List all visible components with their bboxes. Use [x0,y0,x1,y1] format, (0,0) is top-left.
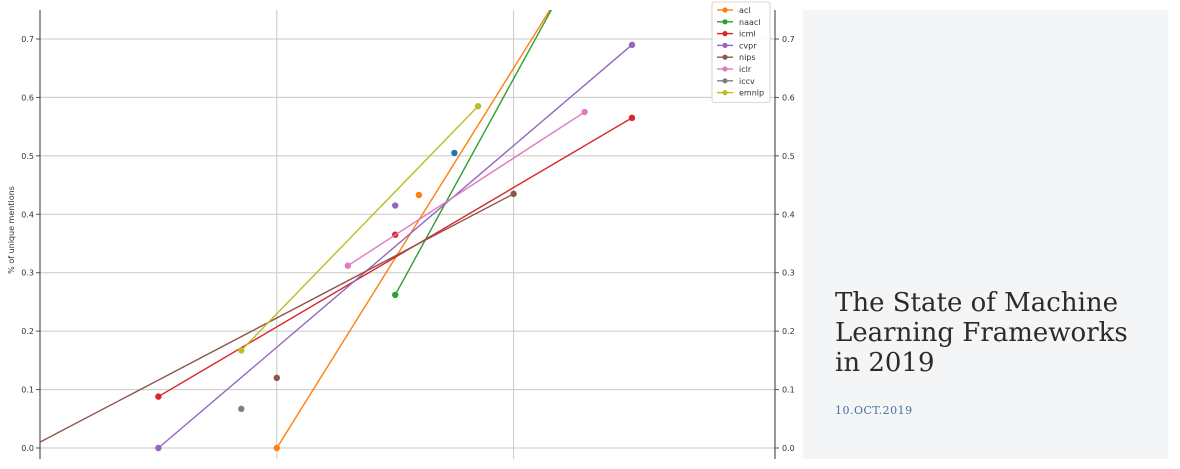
y-tick-label-right: 0.6 [782,93,795,102]
y-tick-label: 0.2 [21,327,34,336]
y-tick-label-right: 0.5 [782,152,795,161]
y-tick-label: 0.3 [21,269,34,278]
data-point-emnlp [474,102,482,110]
legend-label-emnlp: emnlp [739,89,764,98]
legend-marker-icml [722,30,728,37]
grid [40,10,775,459]
legend-marker-iccv [722,78,728,84]
data-point-emnlp [238,347,245,354]
legend-marker-emnlp [722,90,728,96]
legend-marker-naacl [722,19,728,25]
y-tick-label-right: 0.7 [782,35,795,44]
y-tick-label-right: 0.1 [782,386,795,395]
legend-label-nips: nips [739,53,756,62]
series-line-nips [39,193,514,443]
data-point-icml [628,114,636,122]
data-point-icml [155,393,162,400]
y-tick-label: 0.6 [21,93,34,102]
legend-marker-acl [722,7,728,13]
article-card[interactable]: The State of Machine Learning Frameworks… [803,10,1168,459]
legend-marker-iclr [722,66,728,72]
series-line-iclr [347,111,586,267]
legend-label-iccv: iccv [739,77,755,86]
y-tick-label: 0.5 [21,152,34,161]
y-tick-label-right: 0.0 [782,444,795,453]
legend-label-acl: acl [739,6,751,15]
series-line-acl [276,10,551,449]
article-title[interactable]: The State of Machine Learning Frameworks… [835,288,1128,378]
data-point-iclr [581,108,588,116]
legend-label-naacl: naacl [739,18,761,27]
y-tick-label: 0.7 [21,35,34,44]
article-date: 10.OCT.2019 [835,404,913,417]
data-point-iccv [238,405,245,413]
y-tick-label: 0.0 [21,444,34,453]
y-axis-label: % of unique mentions [7,186,16,274]
legend-marker-nips [722,54,728,60]
legend-label-iclr: iclr [739,65,752,74]
y-tick-label-right: 0.3 [782,269,795,278]
data-point-iclr [344,262,352,269]
data-point-cvpr [628,41,636,49]
legend-label-icml: icml [739,30,756,39]
y-tick-label-right: 0.2 [782,327,795,336]
data-point-cvpr [155,444,162,452]
data-point-acl [415,191,423,199]
legend-box [711,1,771,103]
data-point-nips [510,190,517,198]
data-point-cvpr [392,202,399,209]
data-point-nips [273,374,280,382]
series-line-naacl [394,10,553,296]
legend-marker-cvpr [722,42,728,49]
plot-area [39,10,636,452]
y-tick-label-right: 0.4 [782,210,795,219]
series-line-cvpr [157,44,633,449]
legend-label-cvpr: cvpr [739,41,757,50]
y-tick-label: 0.1 [21,386,34,395]
series-line-emnlp [240,105,479,351]
axes: 0.0 0.0 0.1 0.1 0.2 0.2 0.3 0.3 0.4 0.4 0.5 0.5 0.6 0… [21,10,795,459]
data-point-unlabeled [451,149,458,157]
series-line-icml [158,117,633,398]
data-point-acl [273,444,280,452]
chart: 0.0 0.0 0.1 0.1 0.2 0.2 0.3 0.3 0.4 0.4 0.5 0.5 0.6 0… [7,1,795,459]
y-tick-label: 0.4 [21,210,34,219]
legend: acl naacl icml cvpr nips iclr iccv emnlp [711,1,771,103]
data-point-naacl [392,291,399,299]
